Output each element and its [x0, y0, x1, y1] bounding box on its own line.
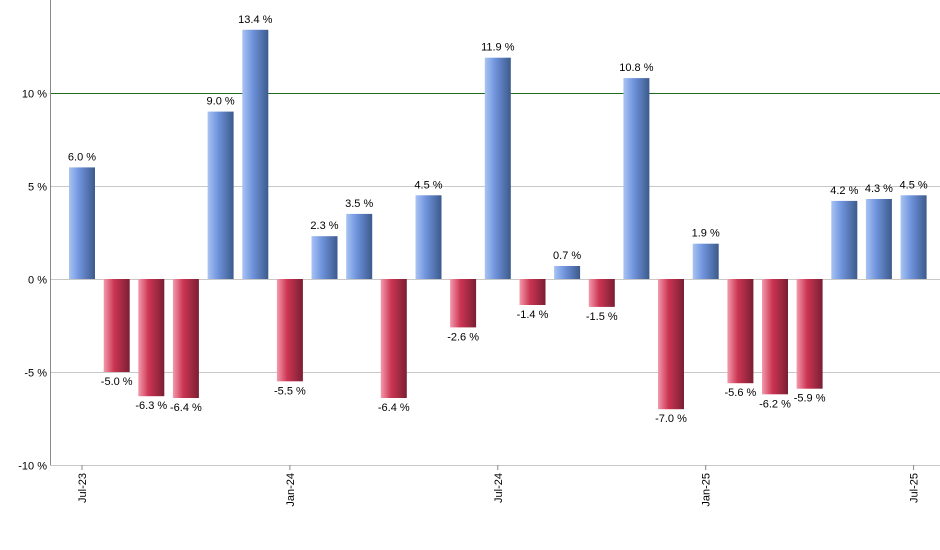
bar — [380, 279, 407, 398]
bar — [69, 167, 95, 279]
data-label: -6.4 % — [170, 402, 202, 414]
bar — [415, 195, 442, 279]
bar — [242, 29, 269, 279]
y-tick-label: 10 % — [22, 89, 47, 101]
data-label: 9.0 % — [207, 96, 235, 108]
x-tick-label: Jan-25 — [701, 473, 713, 507]
data-label: -1.5 % — [586, 311, 618, 323]
bar — [692, 243, 719, 279]
y-tick-label: 5 % — [28, 182, 47, 194]
y-tick-label: 0 % — [28, 275, 47, 287]
x-tick-label: Jan-24 — [285, 473, 297, 507]
data-label: 3.5 % — [345, 198, 373, 210]
bar — [346, 213, 373, 279]
y-tick-label: -10 % — [18, 461, 47, 473]
data-label: -6.2 % — [759, 398, 791, 410]
data-label: 2.3 % — [310, 220, 338, 232]
data-label: 1.9 % — [692, 228, 720, 240]
data-label: -5.0 % — [101, 376, 133, 388]
bar — [623, 78, 650, 279]
data-label: -6.4 % — [378, 402, 410, 414]
bar — [311, 236, 338, 279]
x-tick-label: Jul-23 — [77, 473, 89, 503]
data-label: 13.4 % — [238, 14, 272, 26]
bars — [69, 29, 927, 410]
data-label: 6.0 % — [68, 151, 96, 163]
bar — [276, 279, 303, 382]
bar — [796, 279, 823, 389]
data-label: -1.4 % — [517, 309, 549, 321]
bar — [450, 279, 477, 328]
data-label: -5.5 % — [274, 385, 306, 397]
bar — [762, 279, 788, 395]
y-tick-label: -5 % — [24, 368, 47, 380]
bar — [207, 111, 234, 279]
data-label: -6.3 % — [135, 400, 167, 412]
bar — [519, 279, 546, 305]
bar — [554, 266, 581, 279]
x-tick-label: Jul-25 — [909, 473, 921, 503]
bar — [172, 279, 199, 398]
bar — [727, 279, 754, 384]
x-tick-label: Jul-24 — [493, 473, 505, 503]
data-label: 11.9 % — [481, 42, 515, 54]
bar — [658, 279, 684, 410]
data-label: 4.5 % — [414, 179, 442, 191]
data-labels: 6.0 %-5.0 %-6.3 % -6.4 %9.0 %13.4 %-5.5 %… — [68, 14, 928, 425]
data-label: 4.3 % — [865, 183, 893, 195]
data-label: -2.6 % — [447, 331, 479, 343]
data-label: -5.9 % — [794, 393, 826, 405]
axes: -10 % -5 % 0 % 5 % 10 % Jul-23 Jan-24 Jul-24 Jan… — [18, 0, 921, 507]
bar — [138, 279, 165, 397]
bar — [588, 279, 615, 307]
bar — [103, 279, 130, 372]
bar — [900, 195, 927, 279]
data-label: -5.6 % — [725, 387, 757, 399]
bar — [831, 200, 858, 279]
data-label: 10.8 % — [619, 62, 653, 74]
data-label: 0.7 % — [553, 250, 581, 262]
bar — [484, 57, 511, 280]
data-label: 4.5 % — [900, 179, 928, 191]
data-label: -7.0 % — [655, 413, 687, 425]
bar — [865, 199, 892, 279]
data-label: 4.2 % — [830, 185, 858, 197]
